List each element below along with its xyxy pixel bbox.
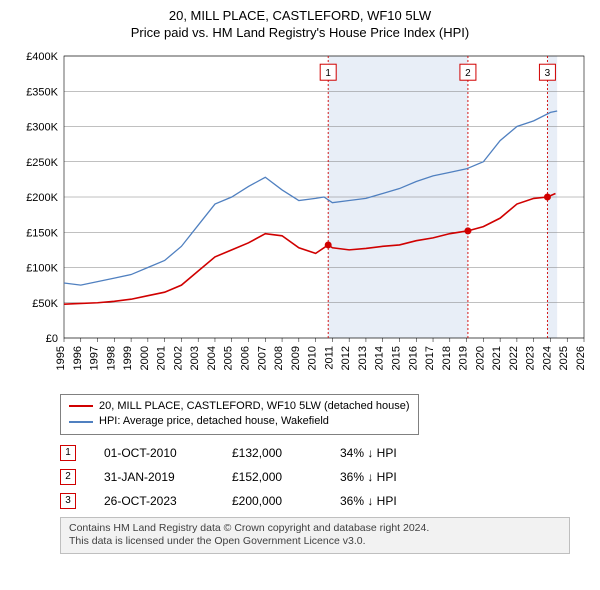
svg-text:2004: 2004 <box>206 346 218 370</box>
legend-item: HPI: Average price, detached house, Wake… <box>69 414 410 429</box>
svg-text:£50K: £50K <box>32 298 58 310</box>
svg-text:2007: 2007 <box>256 346 268 370</box>
legend-swatch <box>69 421 93 423</box>
svg-text:1997: 1997 <box>89 346 101 370</box>
legend: 20, MILL PLACE, CASTLEFORD, WF10 5LW (de… <box>60 394 419 435</box>
svg-text:2003: 2003 <box>189 346 201 370</box>
transaction-row: 3 26-OCT-2023 £200,000 36% ↓ HPI <box>60 493 588 509</box>
transaction-price: £200,000 <box>232 494 312 508</box>
svg-text:1999: 1999 <box>122 346 134 370</box>
chart-area: £0 £50K £100K £150K £200K £250K £300K £350K £400… <box>12 48 588 388</box>
transaction-row: 1 01-OCT-2010 £132,000 34% ↓ HPI <box>60 445 588 461</box>
attribution-footer: Contains HM Land Registry data © Crown c… <box>60 517 570 554</box>
svg-text:2010: 2010 <box>307 346 319 370</box>
svg-text:1995: 1995 <box>55 346 67 370</box>
svg-text:2001: 2001 <box>156 346 168 370</box>
svg-text:2014: 2014 <box>374 346 386 370</box>
transaction-delta: 36% ↓ HPI <box>340 470 397 484</box>
legend-item: 20, MILL PLACE, CASTLEFORD, WF10 5LW (de… <box>69 399 410 414</box>
transactions-table: 1 01-OCT-2010 £132,000 34% ↓ HPI 2 31-JAN-201… <box>60 445 588 509</box>
svg-text:2017: 2017 <box>424 346 436 370</box>
footer-line-1: Contains HM Land Registry data © Crown c… <box>69 522 561 536</box>
transaction-marker: 1 <box>60 445 76 461</box>
svg-text:£300K: £300K <box>26 121 58 133</box>
legend-label: 20, MILL PLACE, CASTLEFORD, WF10 5LW (de… <box>99 399 410 414</box>
transaction-date: 26-OCT-2023 <box>104 494 204 508</box>
svg-text:2020: 2020 <box>474 346 486 370</box>
svg-text:2022: 2022 <box>508 346 520 370</box>
footer-line-2: This data is licensed under the Open Gov… <box>69 535 561 549</box>
transaction-date: 31-JAN-2019 <box>104 470 204 484</box>
svg-text:£0: £0 <box>46 333 58 345</box>
svg-text:2025: 2025 <box>558 346 570 370</box>
transaction-date: 01-OCT-2010 <box>104 446 204 460</box>
legend-swatch <box>69 405 93 407</box>
svg-text:£400K: £400K <box>26 51 58 63</box>
svg-text:2009: 2009 <box>290 346 302 370</box>
svg-text:2: 2 <box>465 68 471 79</box>
svg-text:£350K: £350K <box>26 86 58 98</box>
svg-text:2021: 2021 <box>491 346 503 370</box>
svg-text:2023: 2023 <box>525 346 537 370</box>
svg-text:2008: 2008 <box>273 346 285 370</box>
transaction-price: £132,000 <box>232 446 312 460</box>
svg-text:£200K: £200K <box>26 192 58 204</box>
svg-text:2000: 2000 <box>139 346 151 370</box>
chart-title-block: 20, MILL PLACE, CASTLEFORD, WF10 5LW Pri… <box>12 8 588 42</box>
transaction-price: £152,000 <box>232 470 312 484</box>
price-chart: £0 £50K £100K £150K £200K £250K £300K £350K £400… <box>12 48 588 388</box>
svg-text:2019: 2019 <box>458 346 470 370</box>
svg-text:2015: 2015 <box>390 346 402 370</box>
svg-text:2013: 2013 <box>357 346 369 370</box>
transaction-marker: 2 <box>60 469 76 485</box>
svg-text:2016: 2016 <box>407 346 419 370</box>
svg-text:1998: 1998 <box>105 346 117 370</box>
svg-text:£100K: £100K <box>26 262 58 274</box>
title-line-2: Price paid vs. HM Land Registry's House … <box>12 25 588 42</box>
transaction-marker: 3 <box>60 493 76 509</box>
svg-text:2026: 2026 <box>575 346 587 370</box>
svg-text:2011: 2011 <box>323 346 335 370</box>
svg-text:3: 3 <box>545 68 551 79</box>
svg-text:1: 1 <box>325 68 331 79</box>
svg-text:2018: 2018 <box>441 346 453 370</box>
svg-text:£150K: £150K <box>26 227 58 239</box>
svg-text:2005: 2005 <box>223 346 235 370</box>
transaction-delta: 34% ↓ HPI <box>340 446 397 460</box>
svg-text:£250K: £250K <box>26 157 58 169</box>
svg-text:1996: 1996 <box>72 346 84 370</box>
svg-text:2012: 2012 <box>340 346 352 370</box>
svg-text:2006: 2006 <box>240 346 252 370</box>
legend-label: HPI: Average price, detached house, Wake… <box>99 414 329 429</box>
svg-text:2002: 2002 <box>172 346 184 370</box>
transaction-delta: 36% ↓ HPI <box>340 494 397 508</box>
svg-text:2024: 2024 <box>541 346 553 370</box>
transaction-row: 2 31-JAN-2019 £152,000 36% ↓ HPI <box>60 469 588 485</box>
title-line-1: 20, MILL PLACE, CASTLEFORD, WF10 5LW <box>12 8 588 25</box>
